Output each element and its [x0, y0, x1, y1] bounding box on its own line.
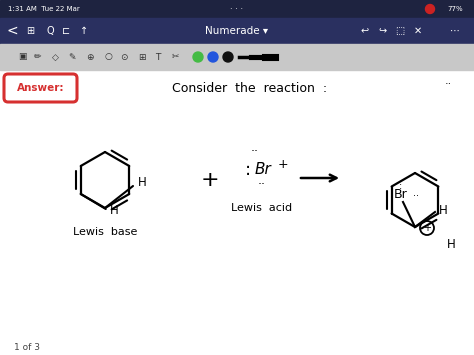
Text: Consider  the  reaction  :: Consider the reaction : [173, 82, 328, 94]
Circle shape [193, 52, 203, 62]
Text: ⋯: ⋯ [450, 26, 460, 36]
Circle shape [426, 5, 435, 13]
Text: 1:31 AM  Tue 22 Mar: 1:31 AM Tue 22 Mar [8, 6, 80, 12]
Text: ⊏: ⊏ [62, 26, 70, 36]
Text: H: H [138, 176, 147, 190]
Text: Br: Br [255, 163, 272, 178]
Text: +: + [278, 158, 289, 171]
Bar [0, 0, 474, 18]
Text: ⊙: ⊙ [120, 53, 128, 61]
Text: ○: ○ [104, 53, 112, 61]
Text: Answer:: Answer: [17, 83, 64, 93]
Text: :: : [400, 181, 402, 191]
Text: ⊞: ⊞ [26, 26, 34, 36]
Text: ✕: ✕ [414, 26, 422, 36]
Text: H: H [110, 204, 118, 218]
Text: Lewis  acid: Lewis acid [231, 203, 292, 213]
Text: <: < [6, 24, 18, 38]
Text: Q: Q [46, 26, 54, 36]
Text: +: + [423, 223, 431, 233]
Text: ↪: ↪ [378, 26, 386, 36]
Text: 77%: 77% [447, 6, 463, 12]
Bar [0, 44, 474, 70]
Text: ··: ·· [445, 79, 452, 89]
Text: · · ·: · · · [230, 5, 244, 13]
Text: ↩: ↩ [361, 26, 369, 36]
Bar [0, 18, 474, 44]
Text: ··: ·· [258, 179, 266, 191]
Text: 1 of 3: 1 of 3 [14, 344, 40, 353]
Text: ✎: ✎ [68, 53, 76, 61]
Text: Lewis  base: Lewis base [73, 227, 137, 237]
Bar [0, 70, 474, 355]
FancyBboxPatch shape [4, 74, 77, 102]
Text: ··: ·· [413, 191, 419, 201]
Text: ▣: ▣ [18, 53, 26, 61]
Text: :: : [245, 161, 251, 179]
Text: Br: Br [394, 187, 408, 201]
Text: ⊕: ⊕ [86, 53, 94, 61]
Text: Numerade ▾: Numerade ▾ [205, 26, 269, 36]
Text: ↑: ↑ [80, 26, 88, 36]
Text: H: H [439, 203, 448, 217]
Text: ◇: ◇ [52, 53, 58, 61]
Circle shape [208, 52, 218, 62]
Circle shape [223, 52, 233, 62]
Text: T: T [155, 53, 161, 61]
Text: ⬚: ⬚ [395, 26, 405, 36]
Text: ··: ·· [251, 146, 259, 158]
Text: H: H [447, 239, 456, 251]
Text: ✂: ✂ [171, 53, 179, 61]
Text: ⊞: ⊞ [138, 53, 146, 61]
Text: +: + [201, 170, 219, 190]
Text: ✏: ✏ [34, 53, 42, 61]
